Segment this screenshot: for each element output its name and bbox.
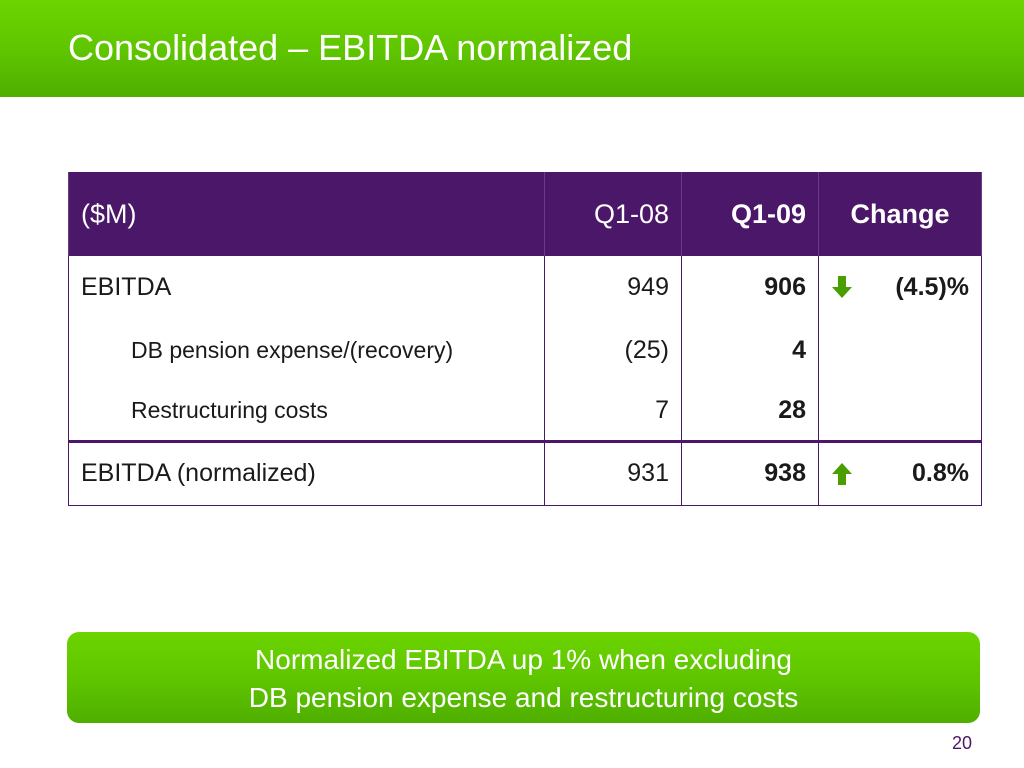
cell-q1-08: 7 bbox=[544, 382, 682, 443]
table-row: DB pension expense/(recovery) (25) 4 bbox=[68, 318, 982, 382]
arrow-up-icon bbox=[831, 462, 853, 486]
cell-q1-09: 906 bbox=[681, 256, 819, 318]
ebitda-table: ($M) Q1-08 Q1-09 Change EBITDA 949 906 bbox=[68, 172, 982, 506]
header-change: Change bbox=[818, 172, 982, 256]
cell-q1-08: (25) bbox=[544, 318, 682, 382]
cell-q1-09: 4 bbox=[681, 318, 819, 382]
cell-q1-09: 938 bbox=[681, 441, 819, 506]
page-number: 20 bbox=[951, 733, 972, 753]
summary-callout: Normalized EBITDA up 1% when excluding D… bbox=[67, 632, 980, 723]
cell-change: (4.5)% bbox=[818, 256, 982, 318]
row-label: Restructuring costs bbox=[68, 382, 545, 443]
table-row: Restructuring costs 7 28 bbox=[68, 382, 982, 443]
header-units: ($M) bbox=[68, 172, 545, 256]
cell-q1-09: 28 bbox=[681, 382, 819, 443]
row-label: EBITDA (normalized) bbox=[68, 441, 545, 506]
change-value: 0.8% bbox=[912, 459, 969, 487]
cell-q1-08: 949 bbox=[544, 256, 682, 318]
header-q1-08: Q1-08 bbox=[544, 172, 682, 256]
table-header-row: ($M) Q1-08 Q1-09 Change bbox=[68, 172, 982, 256]
callout-line-2: DB pension expense and restructuring cos… bbox=[248, 682, 799, 713]
cell-q1-08: 931 bbox=[544, 441, 682, 506]
slide-title: Consolidated – EBITDA normalized bbox=[68, 27, 633, 68]
row-label: DB pension expense/(recovery) bbox=[68, 318, 545, 382]
table-row: EBITDA 949 906 (4.5)% bbox=[68, 256, 982, 318]
callout-line-1: Normalized EBITDA up 1% when excluding bbox=[255, 644, 792, 675]
cell-change: 0.8% bbox=[818, 441, 982, 506]
title-bar: Consolidated – EBITDA normalized bbox=[0, 0, 1024, 97]
table-row: EBITDA (normalized) 931 938 0.8% bbox=[68, 441, 982, 506]
cell-change bbox=[818, 318, 982, 382]
arrow-down-icon bbox=[831, 275, 853, 299]
cell-change bbox=[818, 382, 982, 443]
header-q1-09: Q1-09 bbox=[681, 172, 819, 256]
row-label: EBITDA bbox=[68, 256, 545, 318]
change-value: (4.5)% bbox=[895, 272, 969, 301]
